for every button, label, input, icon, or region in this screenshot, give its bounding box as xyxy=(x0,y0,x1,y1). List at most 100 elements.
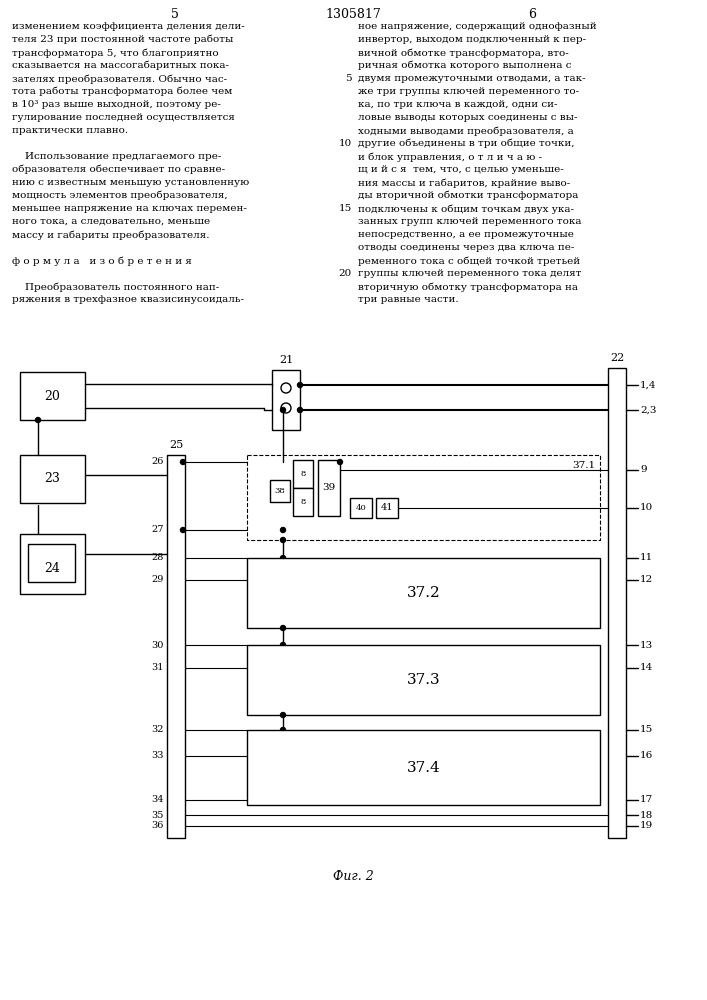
Bar xyxy=(293,488,313,516)
Text: зателях преобразователя. Обычно час-: зателях преобразователя. Обычно час- xyxy=(12,74,227,84)
Circle shape xyxy=(281,408,286,412)
Text: непосредственно, а ее промежуточные: непосредственно, а ее промежуточные xyxy=(358,230,574,239)
Text: группы ключей переменного тока делят: группы ключей переменного тока делят xyxy=(358,269,581,278)
Text: 37.2: 37.2 xyxy=(407,586,440,600)
Bar xyxy=(350,498,372,518)
Bar xyxy=(270,480,290,502)
Bar xyxy=(247,558,600,628)
Bar xyxy=(293,460,313,488)
Text: Преобразователь постоянного нап-: Преобразователь постоянного нап- xyxy=(12,282,219,292)
Text: 14: 14 xyxy=(640,664,653,672)
Circle shape xyxy=(298,408,303,412)
Text: ловые выводы которых соединены с вы-: ловые выводы которых соединены с вы- xyxy=(358,113,578,122)
Text: 32: 32 xyxy=(151,726,164,734)
Circle shape xyxy=(281,626,286,631)
Bar xyxy=(247,730,600,805)
Text: 15: 15 xyxy=(640,726,653,734)
Text: инвертор, выходом подключенный к пер-: инвертор, выходом подключенный к пер- xyxy=(358,35,586,44)
Circle shape xyxy=(180,460,185,464)
Circle shape xyxy=(281,528,286,532)
Circle shape xyxy=(281,556,286,560)
Text: 23: 23 xyxy=(45,473,60,486)
Text: ка, по три ключа в каждой, одни си-: ка, по три ключа в каждой, одни си- xyxy=(358,100,558,109)
Text: ного тока, а следовательно, меньше: ного тока, а следовательно, меньше xyxy=(12,217,210,226)
Text: щ и й с я  тем, что, с целью уменьше-: щ и й с я тем, что, с целью уменьше- xyxy=(358,165,563,174)
Bar xyxy=(608,368,626,838)
Bar xyxy=(28,544,75,582)
Text: гулирование последней осуществляется: гулирование последней осуществляется xyxy=(12,113,235,122)
Text: подключены к общим точкам двух ука-: подключены к общим точкам двух ука- xyxy=(358,204,574,214)
Bar xyxy=(272,370,300,430)
Text: 27: 27 xyxy=(151,526,164,534)
Text: 15: 15 xyxy=(339,204,352,213)
Text: 20: 20 xyxy=(45,389,60,402)
Circle shape xyxy=(281,383,291,393)
Circle shape xyxy=(298,382,303,387)
Text: ное напряжение, содержащий однофазный: ное напряжение, содержащий однофазный xyxy=(358,22,597,31)
Text: 8: 8 xyxy=(300,498,305,506)
Text: 21: 21 xyxy=(279,355,293,365)
Text: же три группы ключей переменного то-: же три группы ключей переменного то- xyxy=(358,87,579,96)
Bar xyxy=(167,455,185,838)
Text: 19: 19 xyxy=(640,822,653,830)
Circle shape xyxy=(281,538,286,542)
Text: массу и габариты преобразователя.: массу и габариты преобразователя. xyxy=(12,230,209,239)
Text: нию с известным меньшую установленную: нию с известным меньшую установленную xyxy=(12,178,250,187)
Text: ды вторичной обмотки трансформатора: ды вторичной обмотки трансформатора xyxy=(358,191,578,200)
Bar xyxy=(247,558,600,628)
Text: 20: 20 xyxy=(339,269,352,278)
Bar xyxy=(20,372,85,420)
Text: 1305817: 1305817 xyxy=(325,8,381,21)
Text: 37.1: 37.1 xyxy=(572,461,595,470)
Bar xyxy=(247,730,600,805)
Text: мощность элементов преобразователя,: мощность элементов преобразователя, xyxy=(12,191,228,200)
Text: 5: 5 xyxy=(346,74,352,83)
Text: 37.4: 37.4 xyxy=(407,760,440,774)
Text: 6: 6 xyxy=(528,8,536,21)
Text: Использование предлагаемого пре-: Использование предлагаемого пре- xyxy=(12,152,221,161)
Text: 35: 35 xyxy=(151,810,164,820)
Text: образователя обеспечивает по сравне-: образователя обеспечивает по сравне- xyxy=(12,165,225,174)
Text: практически плавно.: практически плавно. xyxy=(12,126,128,135)
Circle shape xyxy=(281,643,286,648)
Text: 16: 16 xyxy=(640,752,653,760)
Text: 26: 26 xyxy=(151,458,164,466)
Text: тота работы трансформатора более чем: тота работы трансформатора более чем xyxy=(12,87,233,97)
Text: 18: 18 xyxy=(640,810,653,820)
Bar xyxy=(318,460,340,516)
Bar xyxy=(376,498,398,518)
Text: другие объединены в три общие точки,: другие объединены в три общие точки, xyxy=(358,139,575,148)
Text: 8: 8 xyxy=(300,470,305,478)
Text: вичной обмотке трансформатора, вто-: вичной обмотке трансформатора, вто- xyxy=(358,48,568,57)
Text: 1,4: 1,4 xyxy=(640,380,657,389)
Text: ния массы и габаритов, крайние выво-: ния массы и габаритов, крайние выво- xyxy=(358,178,571,188)
Text: ременного тока с общей точкой третьей: ременного тока с общей точкой третьей xyxy=(358,256,580,265)
Text: отводы соединены через два ключа пе-: отводы соединены через два ключа пе- xyxy=(358,243,574,252)
Text: 34: 34 xyxy=(151,796,164,804)
Circle shape xyxy=(281,728,286,732)
Text: 30: 30 xyxy=(151,641,164,650)
Text: 22: 22 xyxy=(610,353,624,363)
Text: 2,3: 2,3 xyxy=(640,406,657,414)
Bar xyxy=(247,645,600,715)
Text: 25: 25 xyxy=(169,440,183,450)
Text: 12: 12 xyxy=(640,576,653,584)
Text: 38: 38 xyxy=(274,487,286,495)
Text: 11: 11 xyxy=(640,554,653,562)
Text: 40: 40 xyxy=(356,504,366,512)
Text: ф о р м у л а   и з о б р е т е н и я: ф о р м у л а и з о б р е т е н и я xyxy=(12,256,192,265)
Bar xyxy=(247,455,600,540)
Text: меньшее напряжение на ключах перемен-: меньшее напряжение на ключах перемен- xyxy=(12,204,247,213)
Text: 29: 29 xyxy=(151,576,164,584)
Text: три равные части.: три равные части. xyxy=(358,295,459,304)
Text: трансформатора 5, что благоприятно: трансформатора 5, что благоприятно xyxy=(12,48,218,57)
Text: 10: 10 xyxy=(640,504,653,512)
Text: ричная обмотка которого выполнена с: ричная обмотка которого выполнена с xyxy=(358,61,571,70)
Text: и блок управления, о т л и ч а ю -: и блок управления, о т л и ч а ю - xyxy=(358,152,542,161)
Bar xyxy=(20,455,85,503)
Text: 33: 33 xyxy=(151,752,164,760)
Circle shape xyxy=(180,528,185,532)
Text: 39: 39 xyxy=(322,484,336,492)
Bar xyxy=(20,534,85,594)
Circle shape xyxy=(281,712,286,718)
